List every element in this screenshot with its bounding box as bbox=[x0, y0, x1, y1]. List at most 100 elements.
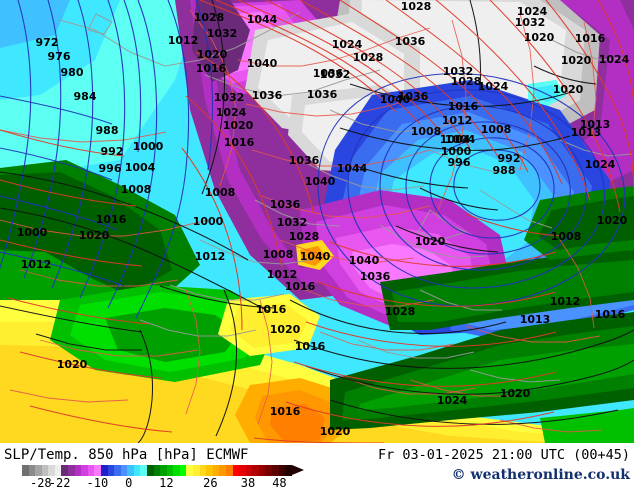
colorbar-segment bbox=[193, 465, 200, 476]
isobar-label: 1016 bbox=[575, 32, 606, 45]
isobar-label: 1008 bbox=[551, 230, 582, 243]
colorbar-segment bbox=[120, 465, 128, 476]
isobar-label: 1024 bbox=[599, 53, 630, 66]
isobar-label: 1028 bbox=[401, 0, 432, 13]
isobar-label: 1000 bbox=[17, 226, 48, 239]
map-footer: SLP/Temp. 850 hPa [hPa] ECMWF Fr 03-01-2… bbox=[0, 443, 634, 490]
colorbar-segment bbox=[35, 465, 42, 476]
colorbar-segment bbox=[225, 465, 233, 476]
colorbar-segment bbox=[28, 465, 36, 476]
isobar-label: 1036 bbox=[313, 67, 344, 80]
isobar-label: 1012 bbox=[550, 295, 581, 308]
isobar-label: 1012 bbox=[442, 114, 473, 127]
isobar-label: 996 bbox=[448, 156, 471, 169]
colorbar-segment bbox=[245, 465, 253, 476]
isobar-label: 1040 bbox=[247, 57, 278, 70]
colorbar-segment bbox=[146, 465, 154, 476]
colorbar-tick: -10 bbox=[86, 476, 109, 490]
isobar-label: 1036 bbox=[289, 154, 320, 167]
isobar-label: 1016 bbox=[595, 308, 626, 321]
map-title: SLP/Temp. 850 hPa [hPa] ECMWF bbox=[4, 447, 249, 463]
colorbar-segment bbox=[81, 465, 88, 476]
colorbar-tick: 48 bbox=[272, 476, 287, 490]
colorbar-segment bbox=[219, 465, 226, 476]
colorbar-arrow-icon bbox=[292, 465, 304, 475]
isobar-label: 1016 bbox=[285, 280, 316, 293]
colorbar-segment bbox=[160, 465, 167, 476]
isobar-label: 1020 bbox=[500, 387, 531, 400]
isobar-label: 1016 bbox=[96, 213, 127, 226]
isobar-label: 1016 bbox=[256, 303, 287, 316]
isobar-label: 996 bbox=[99, 162, 122, 175]
isobar-label: 1040 bbox=[305, 175, 336, 188]
isobar-label: 1020 bbox=[561, 54, 592, 67]
colorbar-segment bbox=[54, 465, 62, 476]
isobar-label: 1012 bbox=[267, 268, 298, 281]
colorbar-segment bbox=[153, 465, 161, 476]
colorbar-tick: -22 bbox=[48, 476, 71, 490]
colorbar-segment bbox=[232, 465, 240, 476]
isobar-label: 1032 bbox=[207, 27, 238, 40]
copyright-credit: © weatheronline.co.uk bbox=[451, 467, 630, 483]
colorbar-tick-labels: -28 -22 -10 0 12 26 38 48 bbox=[0, 476, 330, 490]
colorbar-segment bbox=[41, 465, 49, 476]
isobar-label: 1016 bbox=[196, 62, 227, 75]
isobar-label: 972 bbox=[36, 36, 59, 49]
isobar-label: 1020 bbox=[197, 48, 228, 61]
colorbar-segment bbox=[285, 465, 292, 476]
isobar-label: 1024 bbox=[478, 80, 509, 93]
isobar-label: 1032 bbox=[214, 91, 245, 104]
isobar-label: 980 bbox=[61, 66, 84, 79]
weather-map-canvas[interactable]: 972 976 980 984 988 992 996 1000 1000 1004 1008 100… bbox=[0, 0, 634, 443]
isobar-label: 1036 bbox=[398, 90, 429, 103]
isobar-label: 1004 bbox=[445, 133, 476, 146]
isobar-label: 1013 bbox=[520, 313, 551, 326]
isobar-label: 1044 bbox=[337, 162, 368, 175]
isobar-label: 1024 bbox=[216, 106, 247, 119]
colorbar-segment bbox=[22, 465, 29, 476]
colorbar-gradient bbox=[22, 465, 292, 476]
colorbar-segment bbox=[278, 465, 286, 476]
colorbar-segment bbox=[140, 465, 147, 476]
isobar-label: 1016 bbox=[448, 100, 479, 113]
colorbar-segment bbox=[173, 465, 180, 476]
colorbar-segment bbox=[87, 465, 95, 476]
isobar-label: 1028 bbox=[353, 51, 384, 64]
colorbar-segment bbox=[68, 465, 75, 476]
colorbar-segment bbox=[206, 465, 213, 476]
isobar-label: 1008 bbox=[263, 248, 294, 261]
isobar-label: 1008 bbox=[205, 186, 236, 199]
colorbar-segment bbox=[252, 465, 259, 476]
isobar-label: 984 bbox=[74, 90, 97, 103]
isobar-label: 1040 bbox=[380, 93, 411, 106]
isobar-label: 1020 bbox=[597, 214, 628, 227]
isobar-label: 988 bbox=[493, 164, 516, 177]
isobar-label: 1016 bbox=[270, 405, 301, 418]
isobar-label: 1020 bbox=[270, 323, 301, 336]
isobar-label: 1000 bbox=[133, 140, 164, 153]
isobar-label: 1036 bbox=[360, 270, 391, 283]
map-datestamp: Fr 03-01-2025 21:00 UTC (00+45) bbox=[378, 447, 630, 463]
colorbar-segment bbox=[107, 465, 115, 476]
isobar-label: 1020 bbox=[79, 229, 110, 242]
colorbar-segment bbox=[133, 465, 141, 476]
isobar-label: 1012 bbox=[168, 34, 199, 47]
isobar-label: 992 bbox=[498, 152, 521, 165]
isobar-label: 1012 bbox=[21, 258, 52, 271]
isobar-label: 1012 bbox=[195, 250, 226, 263]
isobar-label: 1000 bbox=[193, 215, 224, 228]
isobar-label: 1044 bbox=[247, 13, 278, 26]
isobar-label: 1028 bbox=[194, 11, 225, 24]
temperature-colorbar[interactable]: -28 -22 -10 0 12 26 38 48 bbox=[0, 465, 330, 490]
colorbar-segment bbox=[258, 465, 266, 476]
isobar-label: 1013 bbox=[580, 118, 611, 131]
isobar-label: 1040 bbox=[300, 250, 331, 263]
isobar-label: 1032 bbox=[277, 216, 308, 229]
isobar-label: 1024 bbox=[517, 5, 548, 18]
colorbar-tick: 38 bbox=[240, 476, 256, 490]
isobar-label: 1032 bbox=[320, 68, 351, 81]
colorbar-segment bbox=[199, 465, 207, 476]
